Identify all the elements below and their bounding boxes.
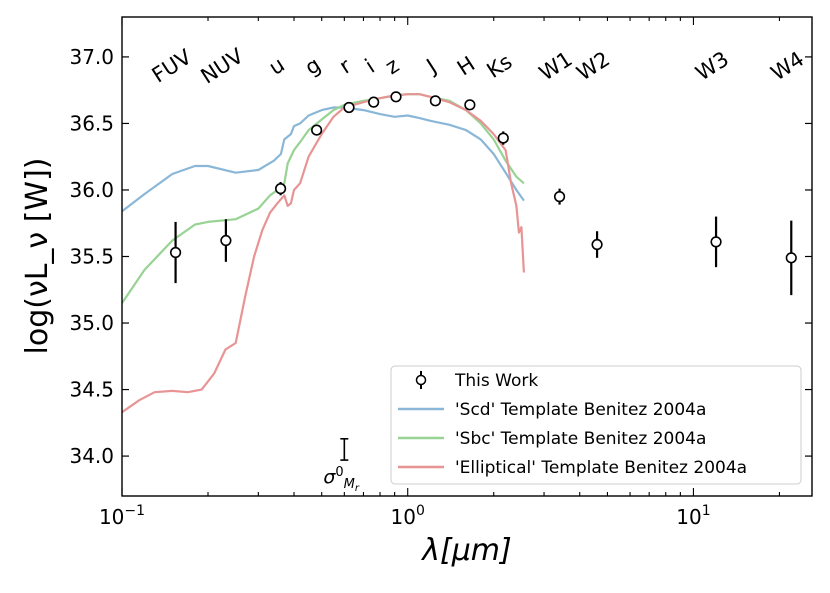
series-line-2 (121, 93, 525, 414)
legend: This Work 'Scd' Template Benitez 2004a '… (390, 365, 802, 485)
data-point-0 (169, 246, 182, 259)
legend-marker-circle (415, 374, 427, 386)
sigma-annotation: σ0Mr (323, 437, 360, 494)
axis-ticks: 34.034.535.035.536.036.537.010−1 100 101 (69, 17, 812, 529)
data-point-10 (553, 191, 566, 203)
legend-entry-sbc: 'Sbc' Template Benitez 2004a (455, 429, 706, 449)
y-tick-label-1: 34.5 (69, 378, 114, 402)
data-point-7 (429, 95, 442, 107)
y-axis-title: log(νL_ν [W]) (20, 158, 55, 355)
y-tick-label-3: 35.5 (69, 245, 114, 269)
legend-entry-this-work: This Work (454, 371, 538, 391)
y-tick-label-4: 36.0 (69, 178, 114, 202)
series-line-0 (121, 106, 525, 213)
template-curves (121, 93, 525, 414)
x-tick-exp-0: −1 (124, 503, 145, 519)
x-tick-base-2: 10 (676, 505, 701, 529)
data-point-3 (311, 124, 323, 136)
data-point-5 (368, 96, 380, 108)
x-tick-exp-1: 0 (416, 503, 425, 519)
data-point-2 (275, 183, 287, 195)
y-tick-label-2: 35.0 (69, 311, 114, 335)
data-point-12 (710, 236, 722, 248)
x-tick-label-2: 101 (676, 503, 710, 529)
legend-entry-scd: 'Scd' Template Benitez 2004a (455, 400, 706, 420)
data-point-11 (591, 238, 603, 251)
data-point-9 (497, 132, 509, 144)
x-tick-exp-2: 1 (702, 503, 711, 519)
data-point-6 (390, 91, 402, 103)
x-tick-label-0: 10−1 (99, 503, 145, 529)
x-axis-title: λ[μm] (420, 533, 511, 568)
x-tick-base-0: 10 (99, 505, 124, 529)
data-point-8 (464, 99, 476, 111)
sigma-symbol: σ (323, 466, 336, 488)
legend-box (390, 365, 802, 485)
y-tick-label-0: 34.0 (69, 444, 114, 468)
legend-entry-elliptical: 'Elliptical' Template Benitez 2004a (455, 458, 747, 478)
sigma-label: σ0Mr (323, 465, 360, 494)
x-tick-label-1: 100 (391, 503, 425, 529)
y-axis-title-text: log(νL_ν [W]) (20, 158, 55, 355)
measurement-points (169, 91, 797, 296)
y-tick-label-6: 37.0 (69, 45, 114, 69)
sigma-subsubscript: r (355, 483, 360, 494)
data-point-13 (785, 252, 797, 264)
sigma-superscript: 0 (335, 465, 343, 480)
data-point-4 (343, 101, 355, 114)
data-point-1 (220, 234, 232, 247)
y-tick-label-5: 36.5 (69, 111, 114, 135)
sigma-subscript: M (344, 477, 355, 492)
x-tick-base-1: 10 (391, 505, 416, 529)
